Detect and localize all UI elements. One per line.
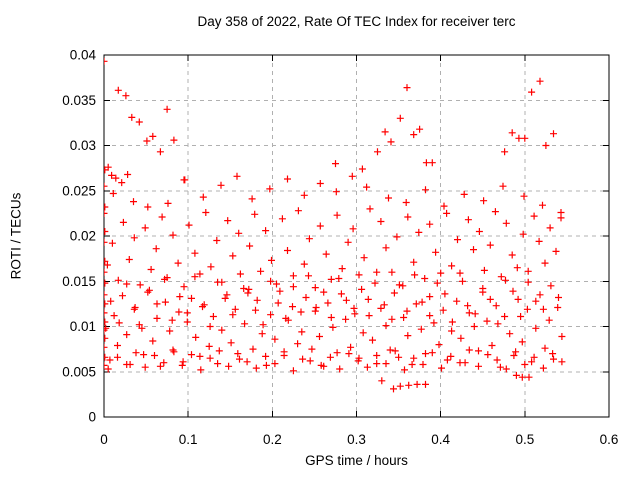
chart-title: Day 358 of 2022, Rate Of TEC Index for r… bbox=[197, 14, 516, 29]
y-tick-label: 0.01 bbox=[70, 319, 96, 334]
y-tick-label: 0.015 bbox=[62, 274, 96, 289]
y-tick-label: 0.035 bbox=[62, 93, 96, 108]
x-tick-label: 0.3 bbox=[347, 432, 366, 447]
x-tick-label: 0.4 bbox=[431, 432, 450, 447]
x-tick-label: 0.6 bbox=[600, 432, 619, 447]
y-tick-label: 0 bbox=[88, 410, 96, 425]
x-axis-title: GPS time / hours bbox=[305, 453, 408, 468]
x-tick-label: 0 bbox=[100, 432, 108, 447]
y-tick-label: 0.04 bbox=[70, 48, 97, 63]
x-tick-label: 0.1 bbox=[179, 432, 198, 447]
y-tick-label: 0.02 bbox=[70, 229, 96, 244]
x-tick-label: 0.5 bbox=[515, 432, 534, 447]
x-tick-label: 0.2 bbox=[263, 432, 282, 447]
y-tick-label: 0.025 bbox=[62, 183, 96, 198]
y-tick-label: 0.03 bbox=[70, 138, 96, 153]
data-points bbox=[104, 57, 566, 393]
y-tick-label: 0.005 bbox=[62, 364, 96, 379]
